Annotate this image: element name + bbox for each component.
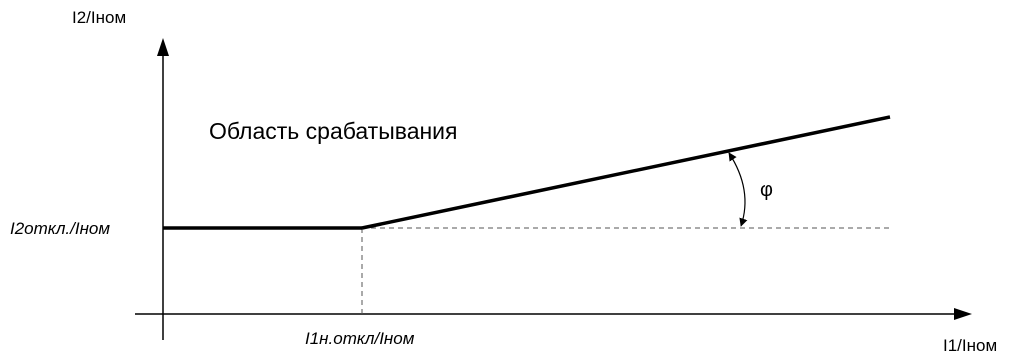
angle-phi-label: φ (760, 179, 773, 201)
angle-arc (728, 152, 748, 227)
trip-region-label: Область срабатывания (209, 118, 458, 144)
threshold-y-label: I2откл./Iном (10, 219, 111, 238)
characteristic-sloped-segment (361, 115, 891, 230)
threshold-x-label: I1н.откл/Iном (305, 329, 415, 348)
x-axis-label: I1/Iном (943, 336, 998, 355)
y-axis-label: I2/Iном (72, 8, 127, 27)
x-axis-arrow (954, 308, 972, 320)
y-axis-arrow (157, 38, 169, 56)
